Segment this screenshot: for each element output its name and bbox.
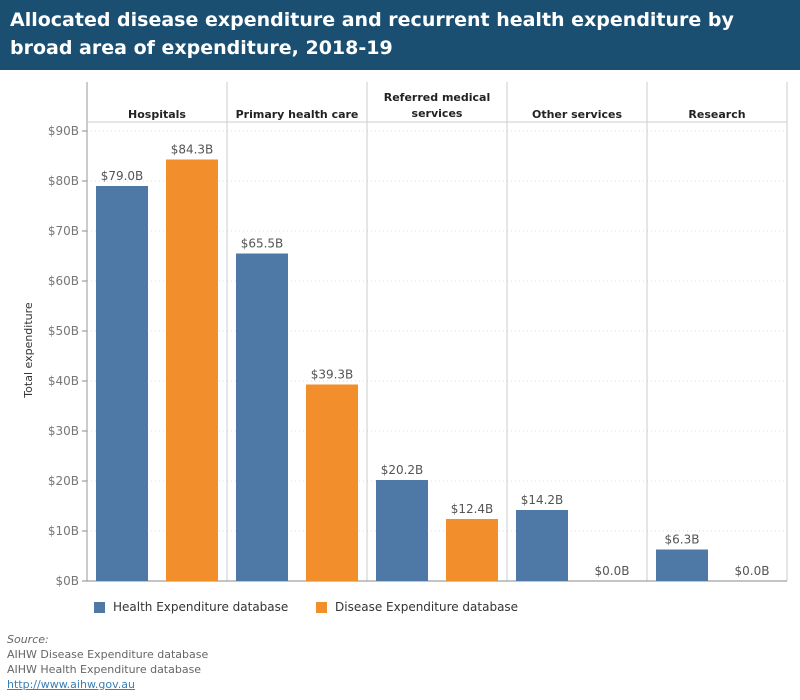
data-label: $0.0B — [595, 564, 630, 578]
bar — [166, 159, 218, 581]
legend-label: Disease Expenditure database — [335, 600, 519, 614]
y-tick-label: $80B — [48, 174, 79, 188]
data-label: $79.0B — [101, 169, 144, 183]
category-header: Research — [688, 108, 745, 121]
data-label: $65.5B — [241, 237, 284, 251]
category-header: Hospitals — [128, 108, 186, 121]
bar-chart: $0B $10B $20B $30B $40B $50B $60B $70B $80B $90B T… — [22, 82, 788, 588]
chart-title: Allocated disease expenditure and recurr… — [0, 0, 800, 70]
source-line: AIHW Disease Expenditure database — [7, 648, 209, 661]
category-header: Other services — [532, 108, 623, 121]
legend-label: Health Expenditure database — [113, 600, 289, 614]
y-tick-label: $30B — [48, 424, 79, 438]
legend: Health Expenditure database Disease Expe… — [94, 600, 538, 614]
legend-swatch — [94, 601, 105, 613]
y-tick-label: $90B — [48, 124, 79, 138]
category-header: Primary health care — [236, 108, 359, 121]
category-header: Referred medical — [384, 91, 490, 104]
legend-swatch — [316, 601, 327, 613]
bar — [516, 510, 568, 581]
y-tick-label: $20B — [48, 474, 79, 488]
legend-item-health[interactable]: Health Expenditure database — [94, 600, 316, 614]
source-heading: Source: — [7, 633, 49, 646]
data-label: $0.0B — [735, 564, 770, 578]
data-label: $39.3B — [311, 368, 354, 382]
bar — [236, 253, 288, 581]
legend-item-disease[interactable]: Disease Expenditure database — [316, 600, 538, 614]
data-label: $84.3B — [171, 143, 214, 157]
source-link[interactable]: http://www.aihw.gov.au — [7, 678, 136, 691]
data-label: $20.2B — [381, 463, 424, 477]
y-tick-label: $50B — [48, 324, 79, 338]
y-tick-label: $0B — [55, 574, 79, 588]
y-tick-label: $40B — [48, 374, 79, 388]
bar — [656, 549, 708, 581]
y-tick-label: $10B — [48, 524, 79, 538]
y-axis-label: Total expenditure — [22, 302, 35, 399]
data-label: $14.2B — [521, 493, 564, 507]
category-header: services — [412, 107, 463, 120]
source-line: AIHW Health Expenditure database — [7, 663, 202, 676]
y-tick-label: $60B — [48, 274, 79, 288]
data-label: $12.4B — [451, 502, 494, 516]
bar — [96, 186, 148, 581]
source-note: Source: AIHW Disease Expenditure databas… — [7, 632, 208, 692]
data-label: $6.3B — [665, 533, 700, 547]
bar — [376, 480, 428, 581]
bar — [306, 384, 358, 581]
bar — [446, 519, 498, 581]
y-tick-label: $70B — [48, 224, 79, 238]
